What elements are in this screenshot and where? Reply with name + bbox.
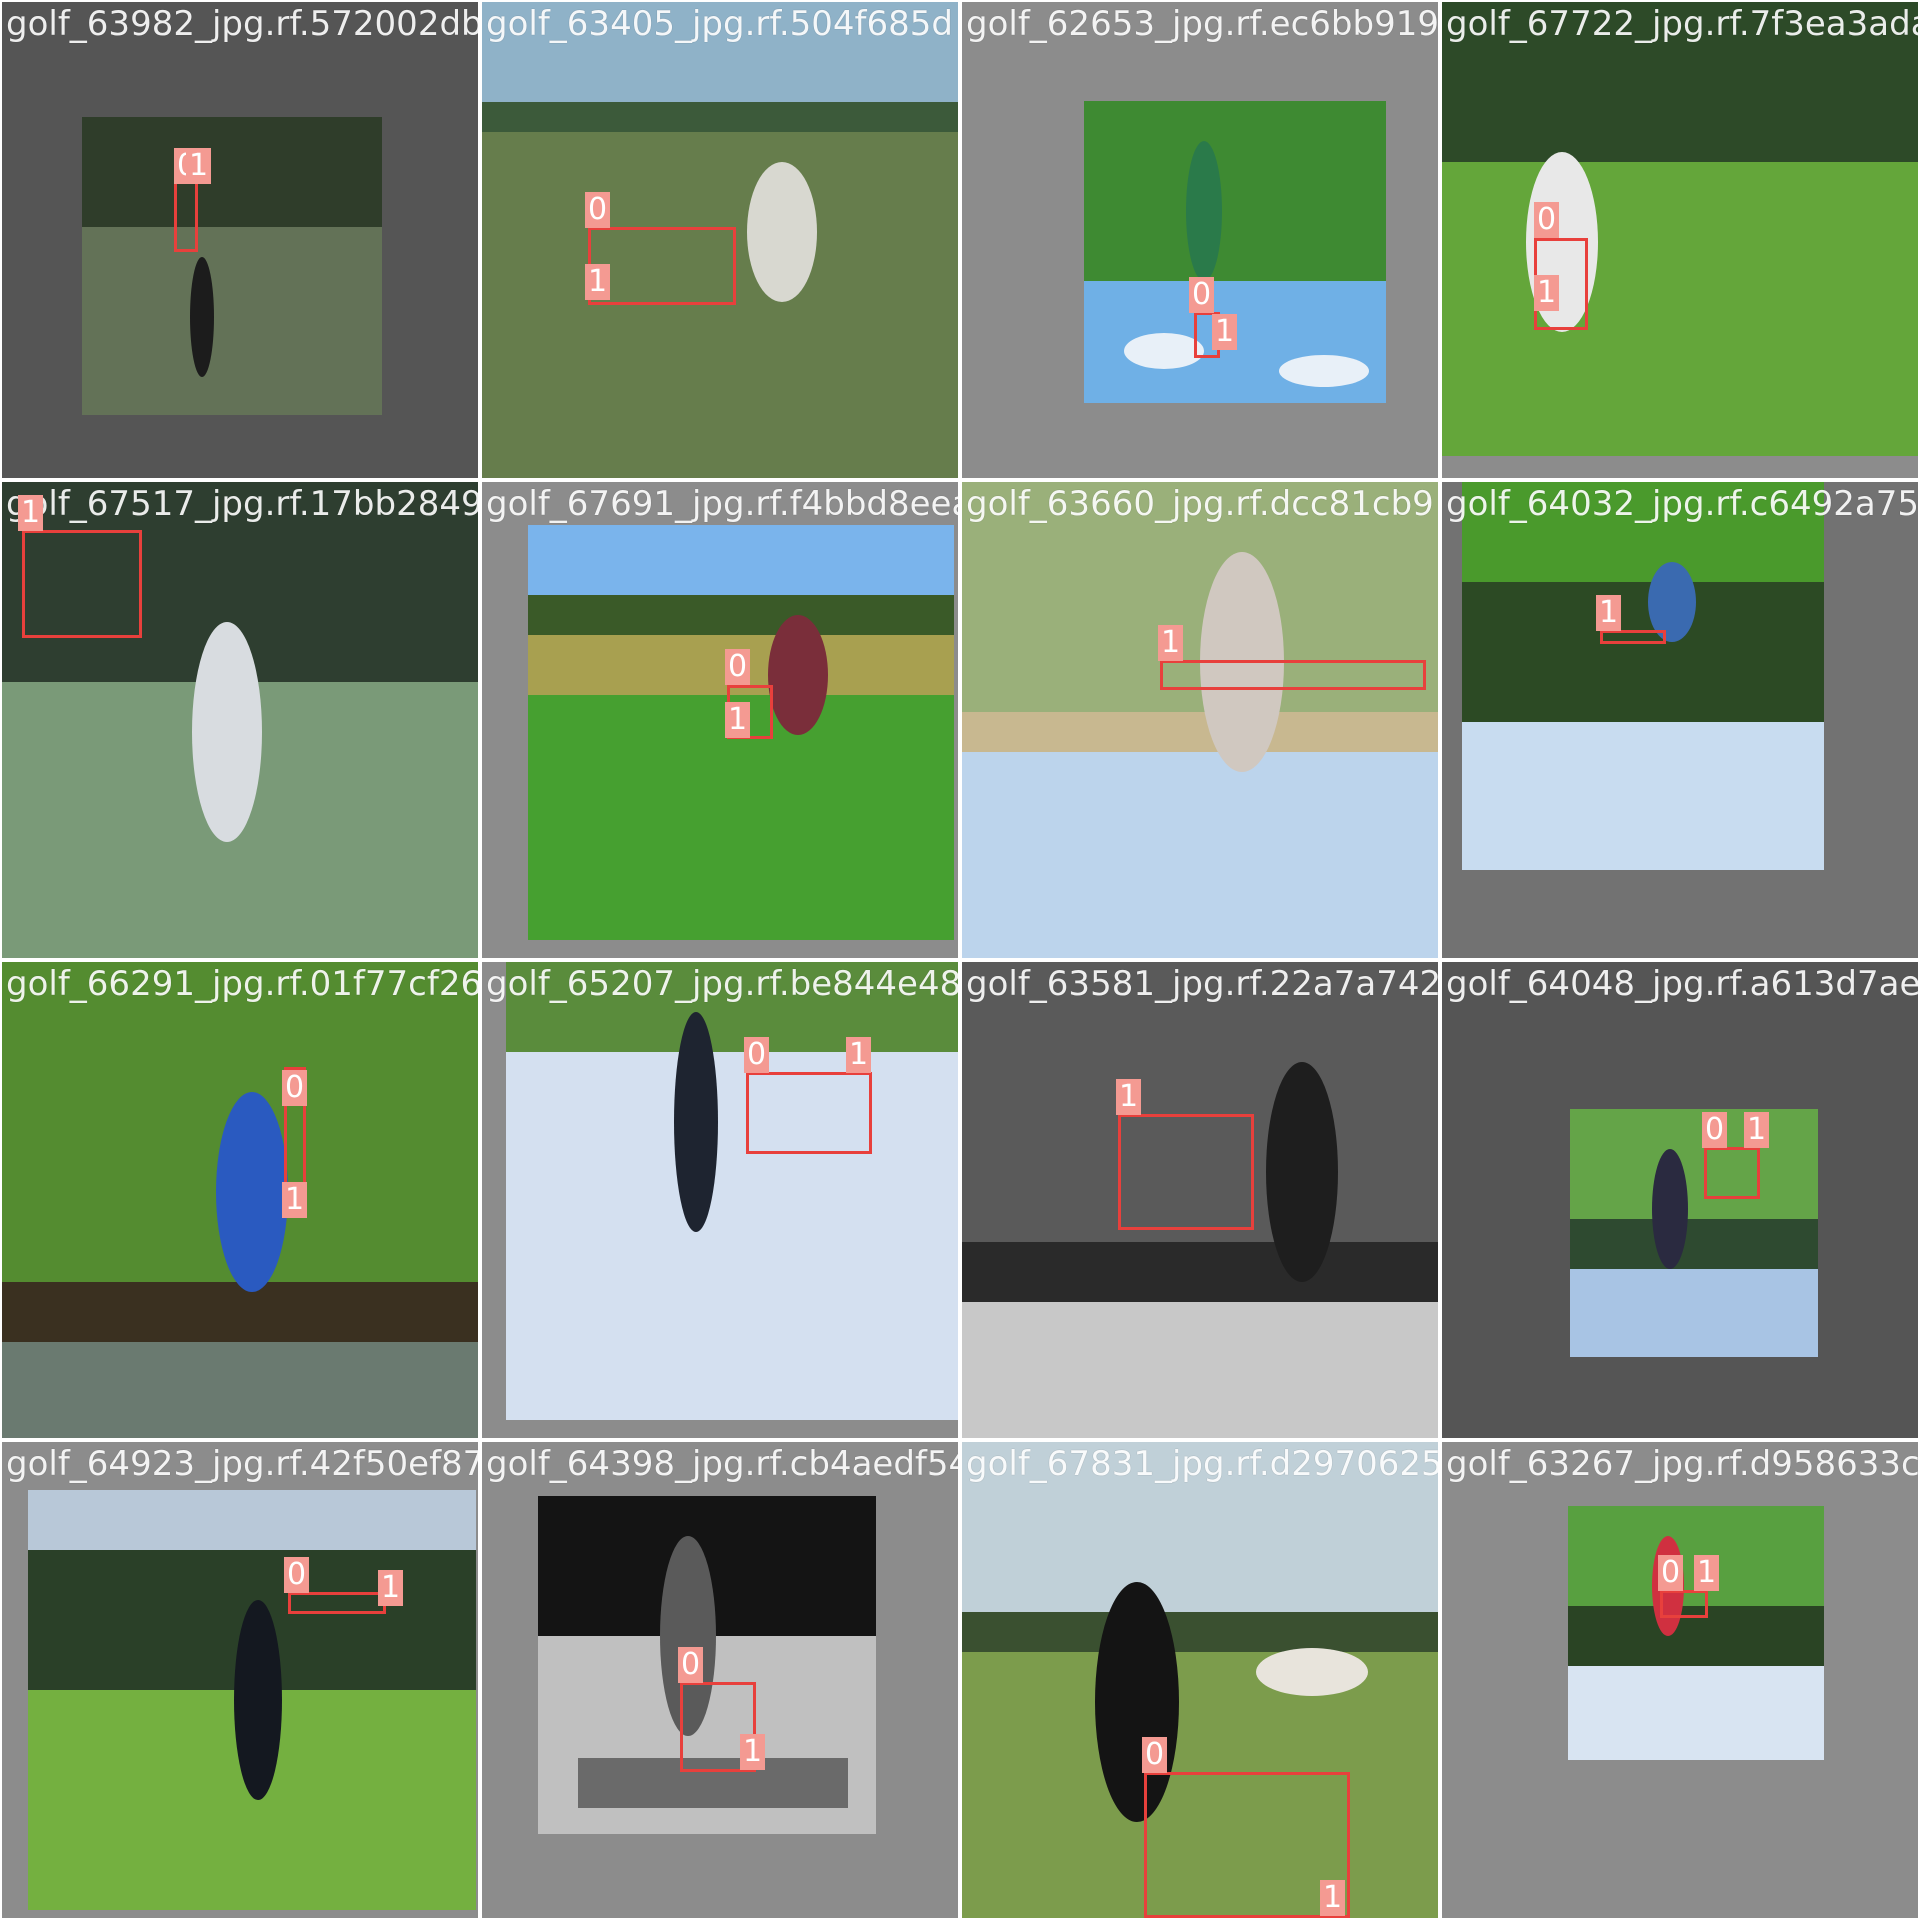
tile-16: golf_63267_jpg.rf.d958633c 0 1 (1442, 1442, 1918, 1918)
filename-label: golf_67691_jpg.rf.f4bbd8eea (486, 484, 958, 524)
bbox-class-0 (1704, 1147, 1760, 1199)
bbox-label-1: 1 (282, 1182, 308, 1218)
tile-photo (1442, 2, 1918, 456)
bbox-class-1 (1118, 1114, 1254, 1230)
tile-photo (482, 2, 958, 478)
bbox-label-1: 1 (846, 1037, 872, 1073)
tile-photo (82, 117, 382, 415)
tile-7: golf_63660_jpg.rf.dcc81cb9 1 (962, 482, 1438, 958)
bbox-label-1: 1 (725, 702, 751, 738)
bbox-class-0 (588, 227, 736, 305)
bbox-label-1: 1 (1596, 595, 1622, 631)
bbox-label-1: 1 (378, 1570, 404, 1606)
bbox-label-1: 1 (1212, 314, 1238, 350)
bbox-class-0 (1144, 1772, 1350, 1918)
bbox-label-0: 0 (1534, 202, 1560, 238)
tile-1: golf_63982_jpg.rf.572002db 0 1 (2, 2, 478, 478)
tile-photo (962, 482, 1438, 958)
tile-6: golf_67691_jpg.rf.f4bbd8eea 0 1 (482, 482, 958, 958)
tile-9: golf_66291_jpg.rf.01f77cf26 0 1 (2, 962, 478, 1438)
bbox-label-1: 1 (585, 264, 611, 300)
filename-label: golf_66291_jpg.rf.01f77cf26 (6, 964, 478, 1004)
tile-15: golf_67831_jpg.rf.d2970625 0 1 (962, 1442, 1438, 1918)
tile-5: golf_67517_jpg.rf.17bb2849 1 (2, 482, 478, 958)
tile-10: golf_65207_jpg.rf.be844e48 0 1 (482, 962, 958, 1438)
tile-8: golf_64032_jpg.rf.c6492a75 1 (1442, 482, 1918, 958)
filename-label: golf_63660_jpg.rf.dcc81cb9 (966, 484, 1434, 524)
bbox-label-0: 0 (585, 192, 611, 228)
tile-photo (1568, 1506, 1824, 1760)
filename-label: golf_63267_jpg.rf.d958633c (1446, 1444, 1918, 1484)
bbox-class-0 (288, 1592, 386, 1614)
filename-label: golf_64032_jpg.rf.c6492a75 (1446, 484, 1918, 524)
filename-label: golf_67831_jpg.rf.d2970625 (966, 1444, 1438, 1484)
tile-photo (962, 962, 1438, 1438)
tile-photo (506, 962, 958, 1420)
tile-11: golf_63581_jpg.rf.22a7a742 1 (962, 962, 1438, 1438)
filename-label: golf_64398_jpg.rf.cb4aedf54 (486, 1444, 958, 1484)
bbox-class-1 (1160, 660, 1426, 690)
bbox-label-1: 1 (1694, 1555, 1720, 1591)
tile-photo (2, 482, 478, 958)
bbox-class-0 (746, 1072, 872, 1154)
tile-13: golf_64923_jpg.rf.42f50ef87 0 1 (2, 1442, 478, 1918)
bbox-label-0: 0 (744, 1037, 770, 1073)
bbox-class-1 (1600, 630, 1666, 644)
bbox-label-1: 1 (1744, 1112, 1770, 1148)
bbox-label-0: 0 (725, 649, 751, 685)
filename-label: golf_64048_jpg.rf.a613d7ae (1446, 964, 1918, 1004)
tile-photo (962, 1442, 1438, 1918)
bbox-label-0: 0 (284, 1557, 310, 1593)
tile-12: golf_64048_jpg.rf.a613d7ae 0 1 (1442, 962, 1918, 1438)
bbox-label-0: 0 (1658, 1555, 1684, 1591)
bbox-label-1: 1 (1158, 625, 1184, 661)
tile-3: golf_62653_jpg.rf.ec6bb919 0 1 (962, 2, 1438, 478)
bbox-label-1: 1 (740, 1734, 766, 1770)
tile-photo (2, 962, 478, 1438)
bbox-label-0: 0 (1142, 1737, 1168, 1773)
tile-photo (538, 1496, 876, 1834)
tile-4: golf_67722_jpg.rf.7f3ea3ada 0 1 (1442, 2, 1918, 478)
filename-label: golf_65207_jpg.rf.be844e48 (486, 964, 958, 1004)
bbox-label-1: 1 (1534, 275, 1560, 311)
tile-photo (1570, 1109, 1818, 1357)
tile-2: golf_63405_jpg.rf.504f685d 0 1 (482, 2, 958, 478)
bbox-label-1: 1 (18, 495, 44, 531)
bbox-class-0 (1660, 1590, 1708, 1618)
filename-label: golf_67722_jpg.rf.7f3ea3ada (1446, 4, 1918, 44)
bbox-class-0 (680, 1682, 756, 1772)
bbox-label-1: 1 (1116, 1079, 1142, 1115)
bbox-label-1: 1 (1320, 1880, 1346, 1916)
bbox-label-0: 0 (678, 1647, 704, 1683)
bbox-label-0: 0 (282, 1070, 308, 1106)
bbox-class-1 (22, 530, 142, 638)
filename-label: golf_63982_jpg.rf.572002db (6, 4, 478, 44)
tile-photo (1462, 482, 1824, 870)
filename-label: golf_63405_jpg.rf.504f685d (486, 4, 954, 44)
tile-14: golf_64398_jpg.rf.cb4aedf54 0 1 (482, 1442, 958, 1918)
bbox-label-1: 1 (186, 148, 212, 184)
filename-label: golf_62653_jpg.rf.ec6bb919 (966, 4, 1438, 44)
filename-label: golf_63581_jpg.rf.22a7a742 (966, 964, 1438, 1004)
bbox-label-0: 0 (1702, 1112, 1728, 1148)
filename-label: golf_67517_jpg.rf.17bb2849 (6, 484, 478, 524)
tile-photo (28, 1490, 476, 1910)
bbox-label-0: 0 (1189, 277, 1215, 313)
filename-label: golf_64923_jpg.rf.42f50ef87 (6, 1444, 478, 1484)
tile-photo (1084, 101, 1386, 403)
